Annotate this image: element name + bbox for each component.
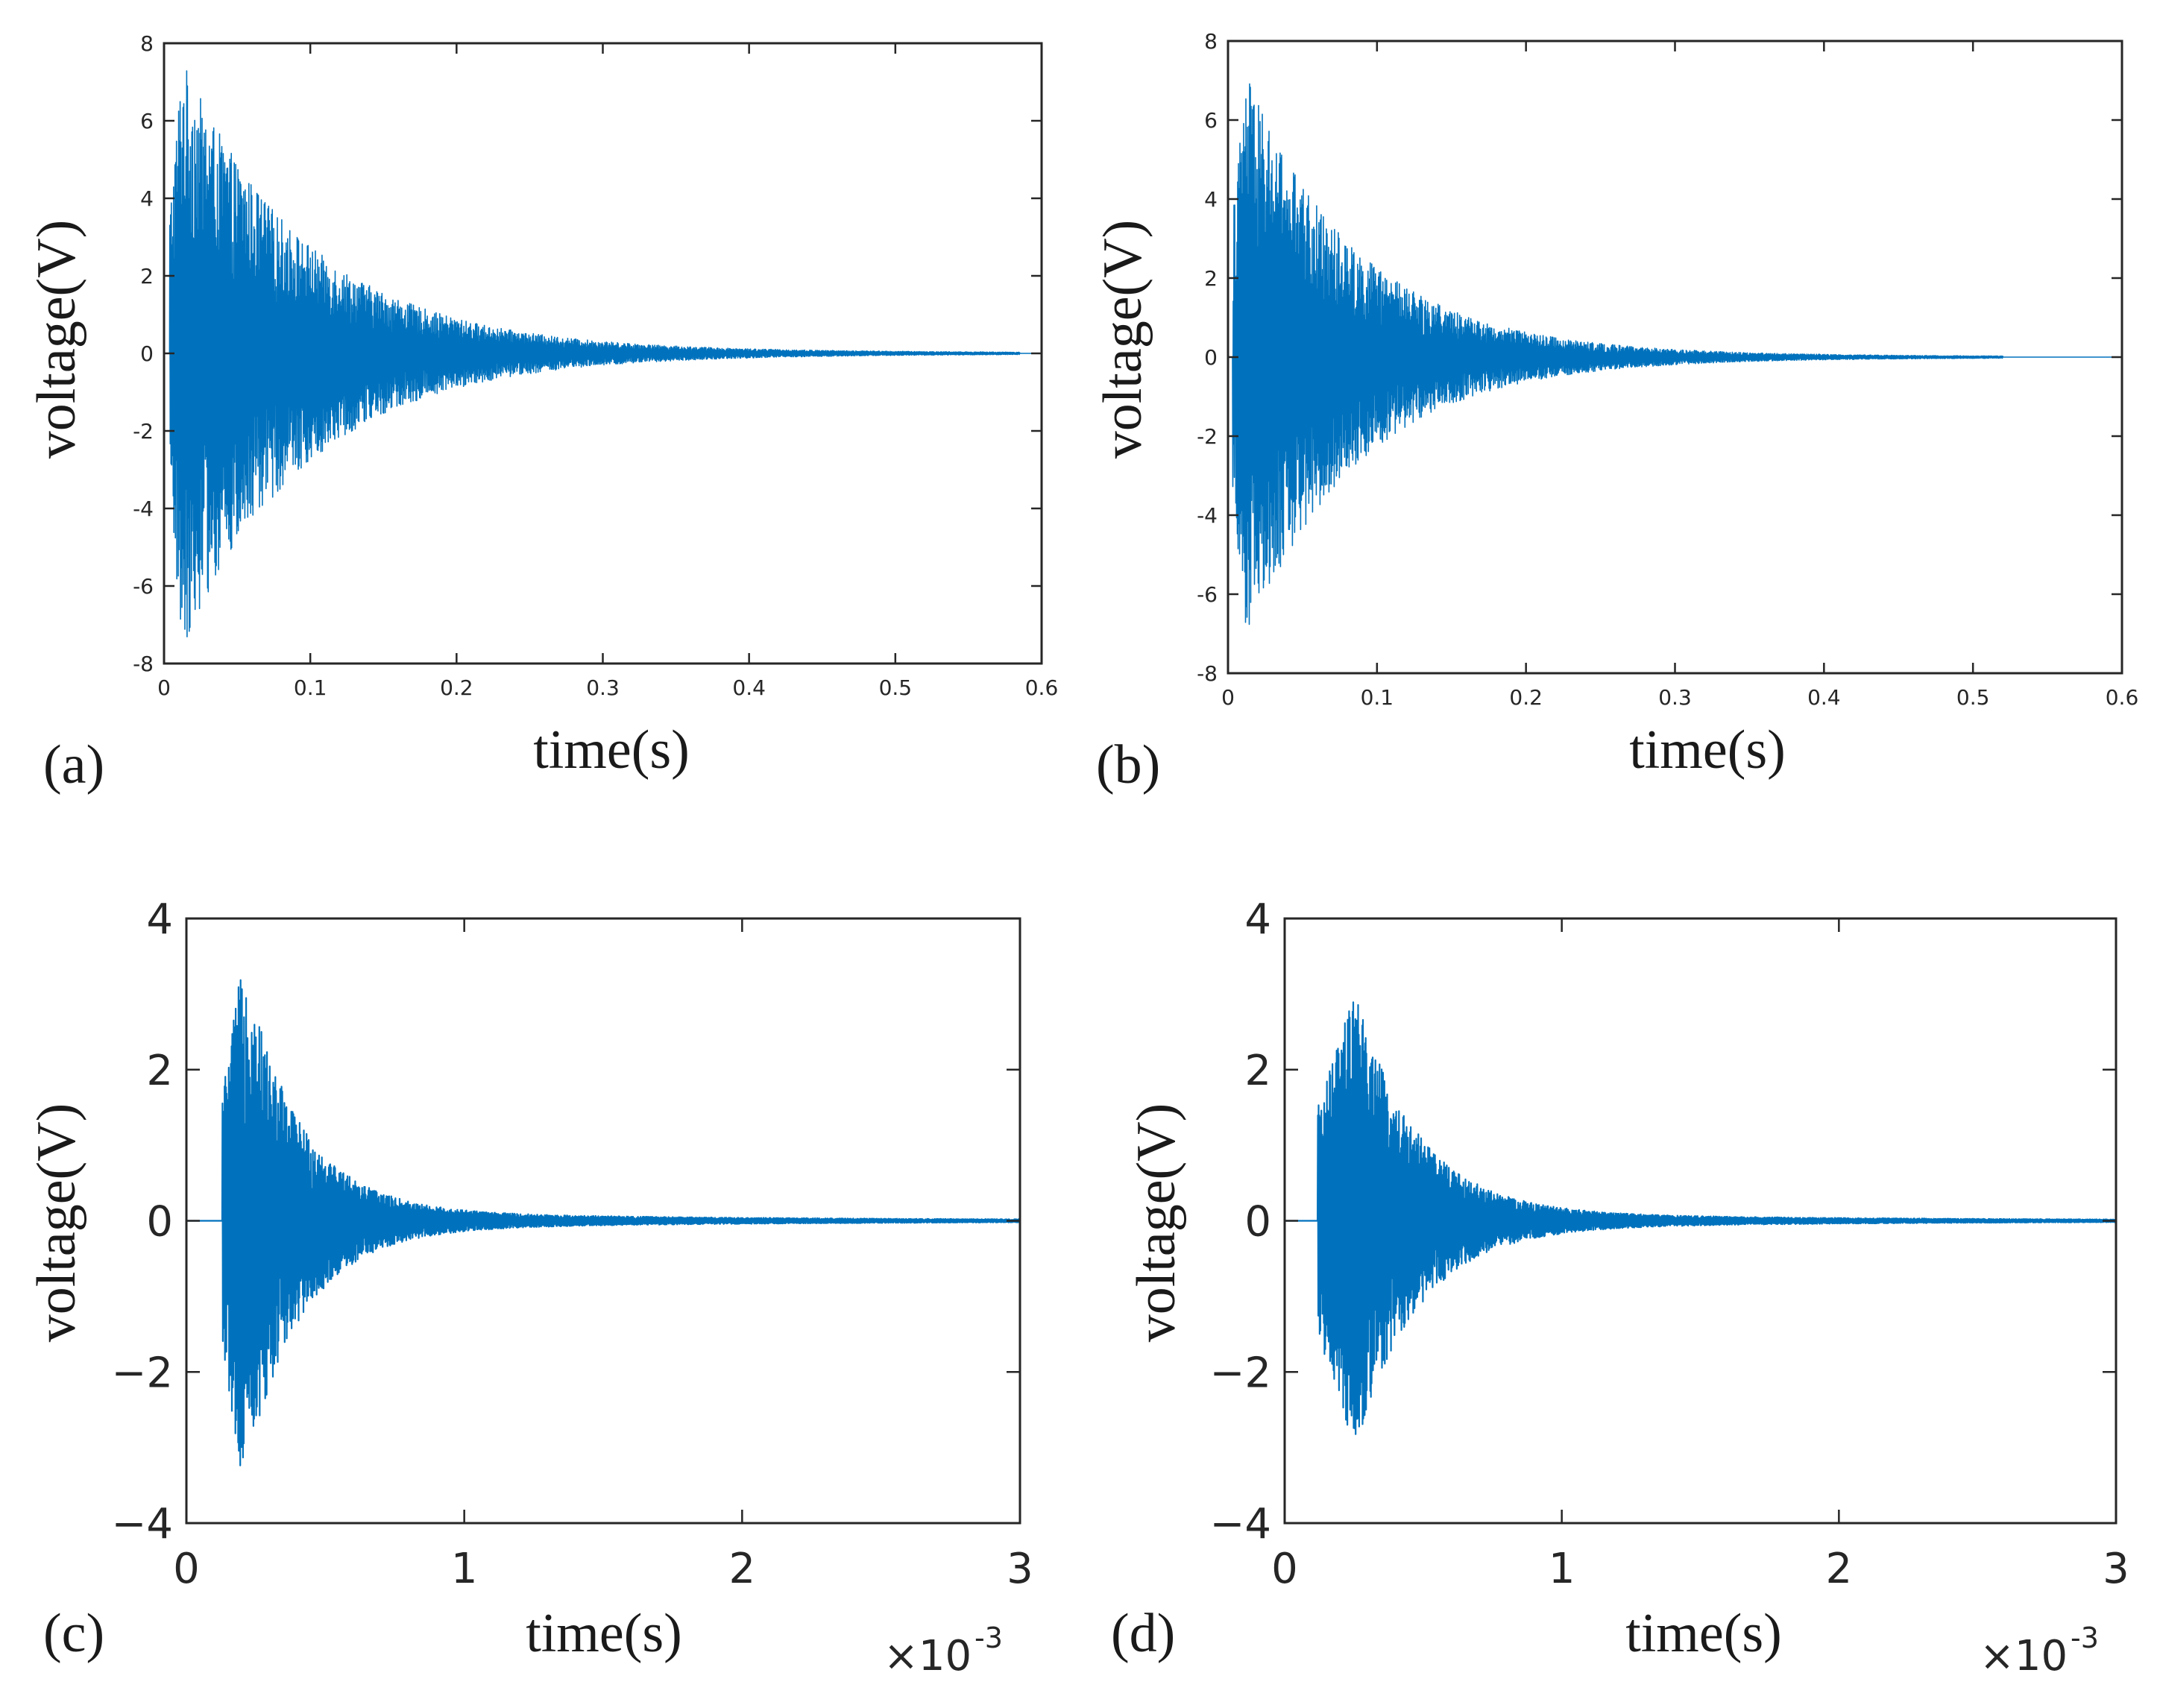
- x-tick-label: 0.6: [2106, 685, 2139, 710]
- y-tick-label: 8: [1204, 29, 1218, 54]
- x-tick-label: 2: [729, 1545, 756, 1593]
- series-line: [1227, 83, 2123, 625]
- x-axis-label: time(s): [526, 1603, 682, 1664]
- y-tick-label: 4: [146, 895, 173, 944]
- y-tick-label: 0: [1204, 345, 1218, 370]
- x-tick-label: 2: [1826, 1545, 1853, 1593]
- y-tick-label: 8: [140, 31, 154, 56]
- panel-label: (a): [43, 734, 104, 795]
- y-tick-label: 0: [140, 341, 154, 366]
- x-tick-label: 0.3: [1658, 685, 1692, 710]
- y-tick-label: 0: [1244, 1198, 1271, 1247]
- x-tick-label: 0: [157, 675, 171, 700]
- x-tick-label: 0: [1271, 1545, 1298, 1593]
- series-line: [163, 70, 1042, 637]
- x-tick-label: 3: [2103, 1545, 2129, 1593]
- chart-panel-3: 0 1 2 3 −4 −2 0 2 4 time(s) voltage(V) (c) ×10 -3: [26, 895, 1033, 1680]
- y-tick-label: 2: [1204, 266, 1218, 291]
- y-tick-label: 2: [1244, 1047, 1271, 1095]
- y-tick-label: -4: [1197, 503, 1218, 528]
- y-tick-label: -2: [133, 419, 154, 444]
- x-tick-label: 1: [1549, 1545, 1575, 1593]
- x-tick-label: 0.1: [294, 675, 327, 700]
- y-tick-label: −4: [111, 1500, 173, 1548]
- x-tick-label: 3: [1007, 1545, 1033, 1593]
- x-tick-label: 0.4: [1807, 685, 1841, 710]
- x-tick-label: 0.2: [440, 675, 473, 700]
- x-tick-label: 0: [1221, 685, 1235, 710]
- y-tick-label: 2: [146, 1047, 173, 1095]
- y-tick-label: 6: [140, 109, 154, 133]
- x-tick-label: 0.2: [1509, 685, 1543, 710]
- x-exponent-power: -3: [2071, 1622, 2099, 1654]
- x-exponent-power: -3: [974, 1622, 1003, 1654]
- x-exponent-label: ×10: [884, 1632, 972, 1680]
- y-axis-label: voltage(V): [1126, 1103, 1187, 1343]
- y-tick-label: 4: [140, 186, 154, 211]
- y-tick-label: −2: [1209, 1349, 1271, 1397]
- y-axis-label: voltage(V): [1092, 220, 1153, 459]
- y-tick-label: −2: [111, 1349, 173, 1397]
- y-tick-label: -4: [133, 497, 154, 521]
- y-tick-label: -8: [1197, 661, 1218, 686]
- series-line: [186, 979, 1021, 1466]
- x-tick-label: 0.3: [586, 675, 620, 700]
- y-axis-label: voltage(V): [26, 220, 87, 459]
- y-tick-label: -8: [133, 652, 154, 676]
- x-tick-label: 0: [173, 1545, 200, 1593]
- y-tick-label: 2: [140, 264, 154, 289]
- x-tick-label: 1: [451, 1545, 478, 1593]
- x-exponent-label: ×10: [1980, 1632, 2068, 1680]
- y-tick-label: −4: [1209, 1500, 1271, 1548]
- chart-panel-4: 0 1 2 3 −4 −2 0 2 4 time(s) voltage(V) (d) ×10 -3: [1111, 895, 2129, 1680]
- x-tick-label: 0.4: [732, 675, 766, 700]
- panel-label: (b): [1096, 734, 1160, 795]
- x-axis-label: time(s): [1625, 1603, 1782, 1664]
- chart-panel-2: 0 0.1 0.2 0.3 0.4 0.5 0.6 -8 -6 -4 -2 0 2 4 6 8 time(s) v…: [1092, 29, 2138, 795]
- y-tick-label: 0: [146, 1198, 173, 1247]
- y-axis-label: voltage(V): [26, 1103, 87, 1343]
- y-tick-label: -6: [133, 574, 154, 599]
- y-tick-label: -6: [1197, 582, 1218, 607]
- chart-panel-1: 0 0.1 0.2 0.3 0.4 0.5 0.6 -8 -6 -4 -2 0 2 4 6 8 time(s) v…: [26, 31, 1058, 795]
- y-tick-label: 6: [1204, 108, 1218, 133]
- panel-label: (d): [1111, 1603, 1175, 1664]
- x-tick-label: 0.6: [1025, 675, 1059, 700]
- x-tick-label: 0.1: [1361, 685, 1394, 710]
- x-axis-label: time(s): [533, 719, 690, 781]
- y-tick-label: 4: [1204, 187, 1218, 212]
- x-tick-label: 0.5: [1956, 685, 1990, 710]
- panel-label: (c): [43, 1603, 104, 1664]
- x-axis-label: time(s): [1629, 719, 1786, 781]
- x-tick-label: 0.5: [879, 675, 913, 700]
- series-line: [1284, 1001, 2118, 1435]
- y-tick-label: 4: [1244, 895, 1271, 944]
- y-tick-label: -2: [1197, 424, 1218, 449]
